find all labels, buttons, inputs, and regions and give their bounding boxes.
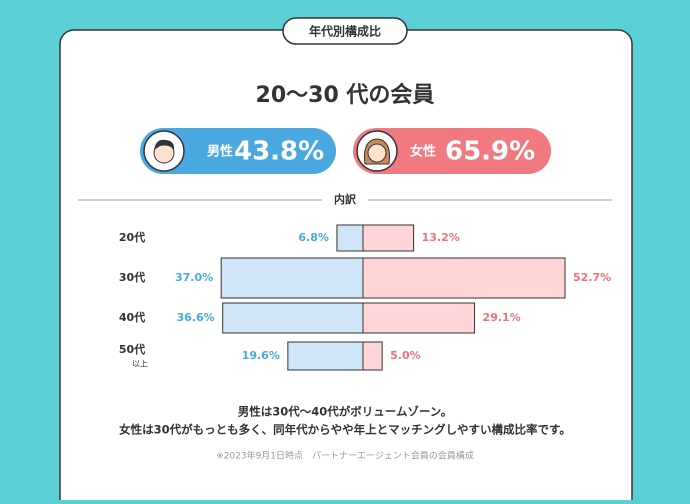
note: 女性は30代がもっとも多く、同年代からやや年上とマッチングしやすい構成比率です。 (119, 423, 571, 437)
category-label: 20代 (119, 230, 145, 244)
source: ※2023年9月1日時点 パートナーエージェント会員の会員構成 (216, 450, 474, 462)
bar (336, 224, 364, 252)
breakdown-label: 内訳 (334, 192, 357, 206)
bar (362, 302, 476, 334)
category-label: 40代 (119, 310, 145, 324)
bar (220, 257, 364, 299)
bar (222, 302, 364, 334)
category-label: 50代 (119, 342, 145, 356)
female-avatar (356, 130, 398, 172)
male-avatar (143, 130, 185, 172)
tab (282, 17, 408, 45)
summary-value: 43.8% (234, 137, 324, 167)
female-pill (353, 128, 551, 174)
bar (362, 224, 415, 252)
value-label: 36.6% (177, 311, 215, 324)
value-label: 37.0% (175, 271, 213, 284)
bar (362, 257, 566, 299)
bar (362, 341, 383, 371)
value-label: 6.8% (298, 231, 329, 244)
value-label: 29.1% (483, 311, 521, 324)
summary-value: 65.9% (445, 137, 535, 167)
summary-name: 女性 (410, 144, 436, 160)
category-label: 30代 (119, 270, 145, 284)
value-label: 5.0% (390, 349, 421, 362)
chart-title: 20〜30 代の会員 (256, 82, 435, 108)
summary-name: 男性 (207, 144, 233, 160)
value-label: 13.2% (422, 231, 460, 244)
value-label: 19.6% (242, 349, 280, 362)
bar (287, 341, 364, 371)
male-pill (140, 128, 336, 174)
note: 男性は30代〜40代がボリュームゾーン。 (238, 405, 452, 419)
value-label: 52.7% (573, 271, 611, 284)
tab-label: 年代別構成比 (309, 24, 381, 39)
category-sublabel: 以上 (132, 360, 148, 369)
